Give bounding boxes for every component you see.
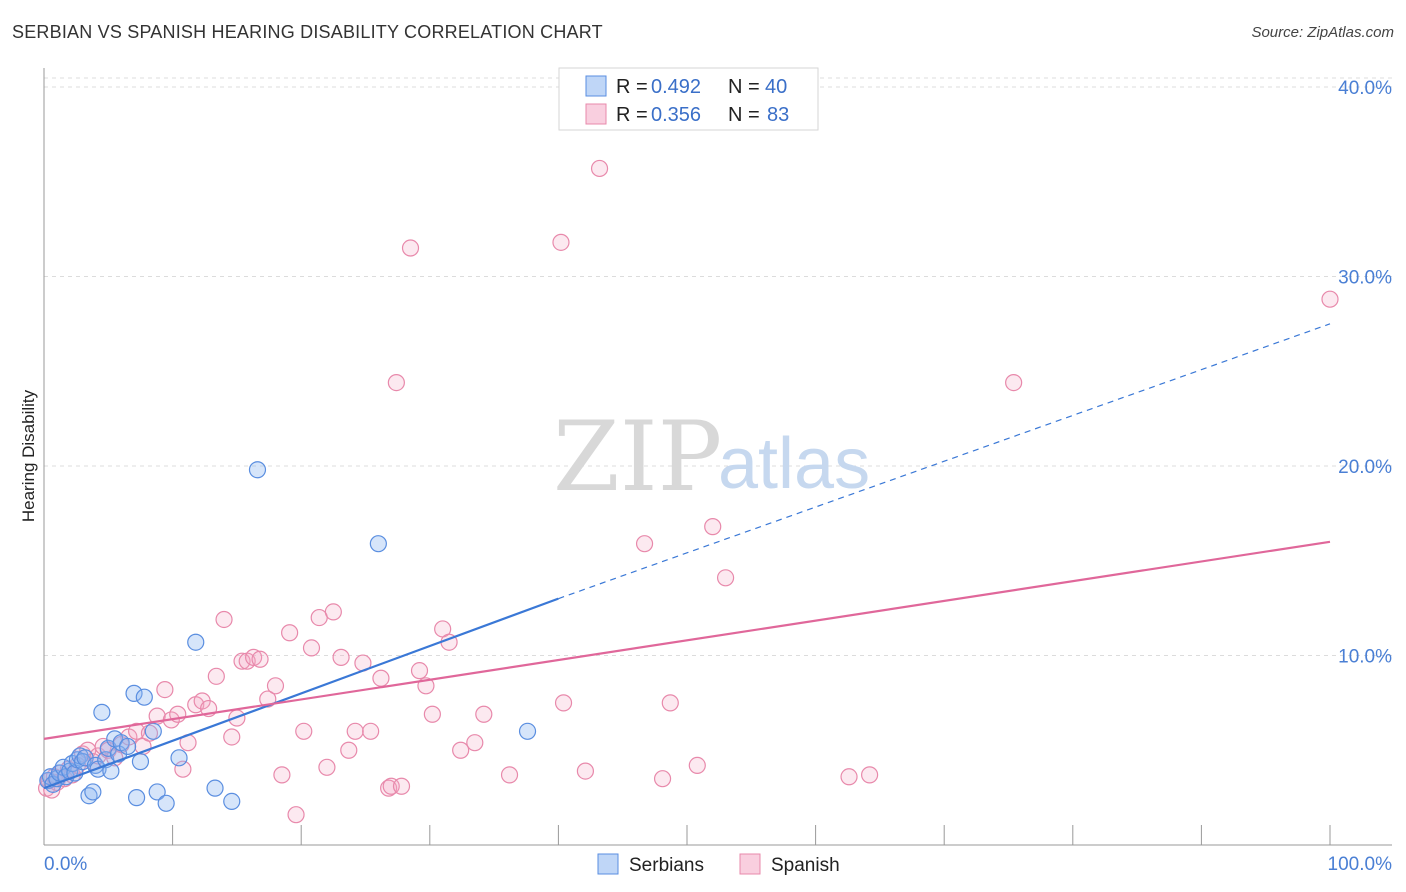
point-serbians: [206, 779, 224, 797]
point-spanish: [223, 728, 241, 746]
point-spanish: [332, 648, 350, 666]
point-spanish: [475, 705, 493, 723]
y-axis-label: Hearing Disability: [19, 389, 38, 522]
point-spanish: [156, 680, 174, 699]
point-spanish: [215, 610, 233, 629]
x-tick-label: 0.0%: [44, 854, 87, 875]
y-tick-label: 40.0%: [1338, 78, 1392, 99]
point-spanish: [392, 777, 411, 795]
point-spanish: [340, 741, 358, 759]
point-spanish: [423, 705, 441, 723]
legend-r-spanish: 0.356: [651, 104, 701, 126]
point-serbians: [127, 789, 146, 807]
point-spanish: [387, 373, 405, 392]
point-serbians: [369, 535, 387, 553]
point-serbians: [118, 737, 137, 756]
bottom-legend: Serbians Spanish: [597, 853, 840, 876]
point-serbians: [84, 783, 102, 801]
chart-title: SERBIAN VS SPANISH HEARING DISABILITY CO…: [12, 22, 603, 42]
point-serbians: [93, 703, 111, 721]
point-spanish: [380, 779, 398, 797]
legend-r-serbians: 0.492: [651, 76, 701, 98]
axes-layer: 10.0% 20.0% 30.0% 40.0% 0.0% 100.0%: [43, 68, 1393, 875]
point-spanish: [266, 677, 285, 695]
legend-r-label-serbians: R =: [616, 76, 648, 98]
point-spanish: [861, 766, 879, 784]
grid-layer: [44, 77, 1392, 656]
point-spanish: [635, 535, 654, 553]
point-spanish: [281, 624, 299, 642]
point-spanish: [207, 667, 225, 685]
watermark-atlas: atlas: [718, 424, 870, 504]
point-serbians: [131, 753, 150, 771]
point-spanish: [127, 722, 146, 740]
point-spanish: [346, 722, 364, 740]
point-spanish: [295, 722, 313, 740]
x-tick-label: 100.0%: [1328, 854, 1393, 875]
point-serbians: [125, 684, 143, 702]
point-spanish: [324, 603, 342, 621]
point-serbians: [157, 794, 175, 812]
point-spanish: [840, 768, 858, 786]
point-spanish: [410, 662, 429, 680]
trend-spanish: [43, 540, 1331, 740]
watermark: ZIP atlas: [553, 401, 870, 513]
point-spanish: [401, 239, 420, 257]
point-spanish: [318, 758, 336, 776]
y-tick-label: 30.0%: [1338, 267, 1392, 288]
point-serbians: [135, 688, 153, 706]
point-serbians: [187, 633, 205, 651]
point-spanish: [245, 648, 263, 666]
point-spanish: [273, 766, 291, 784]
point-spanish: [1321, 290, 1339, 308]
point-serbians: [148, 783, 166, 801]
point-spanish: [302, 639, 321, 657]
point-spanish: [362, 722, 380, 740]
trend-serbians: [43, 597, 559, 790]
point-serbians: [144, 722, 162, 740]
point-spanish: [554, 694, 573, 712]
point-spanish: [372, 669, 390, 687]
point-spanish: [287, 806, 305, 824]
legend-n-serbians: 40: [765, 76, 787, 98]
point-serbians: [518, 722, 537, 740]
legend-n-spanish: 83: [767, 104, 789, 126]
legend-swatch-spanish: [585, 103, 607, 125]
point-spanish: [466, 734, 484, 752]
legend-n-label-serbians: N =: [728, 76, 760, 98]
bottom-legend-swatch-spanish: [739, 853, 761, 875]
point-spanish: [1005, 373, 1023, 392]
point-serbians: [223, 792, 241, 811]
points-layer: [37, 159, 1339, 824]
point-spanish: [251, 650, 269, 668]
point-spanish: [500, 766, 519, 784]
legend: R = 0.492 N = 40 R = 0.356 N = 83: [558, 67, 819, 131]
point-spanish: [174, 760, 192, 778]
trend-layer: [43, 323, 1331, 790]
y-tick-label: 10.0%: [1338, 646, 1392, 667]
bottom-legend-serbians: Serbians: [629, 855, 704, 876]
bottom-legend-swatch-serbians: [597, 853, 619, 875]
legend-n-label-spanish: N =: [728, 104, 760, 126]
point-serbians: [248, 461, 267, 479]
point-spanish: [688, 756, 706, 775]
y-tick-label: 20.0%: [1338, 457, 1392, 478]
trend-serbians-extrapolated: [558, 323, 1331, 600]
point-spanish: [452, 741, 470, 759]
legend-swatch-serbians: [585, 75, 607, 97]
point-serbians: [170, 749, 188, 767]
point-spanish: [653, 770, 672, 788]
watermark-zip: ZIP: [553, 401, 722, 513]
bottom-legend-spanish: Spanish: [771, 855, 840, 876]
point-spanish: [704, 518, 722, 536]
point-spanish: [716, 569, 735, 587]
point-spanish: [590, 159, 609, 178]
chart-source: Source: ZipAtlas.com: [1251, 24, 1394, 41]
point-spanish: [661, 694, 679, 712]
legend-r-label-spanish: R =: [616, 104, 648, 126]
point-spanish: [552, 233, 570, 251]
point-spanish: [576, 762, 595, 780]
